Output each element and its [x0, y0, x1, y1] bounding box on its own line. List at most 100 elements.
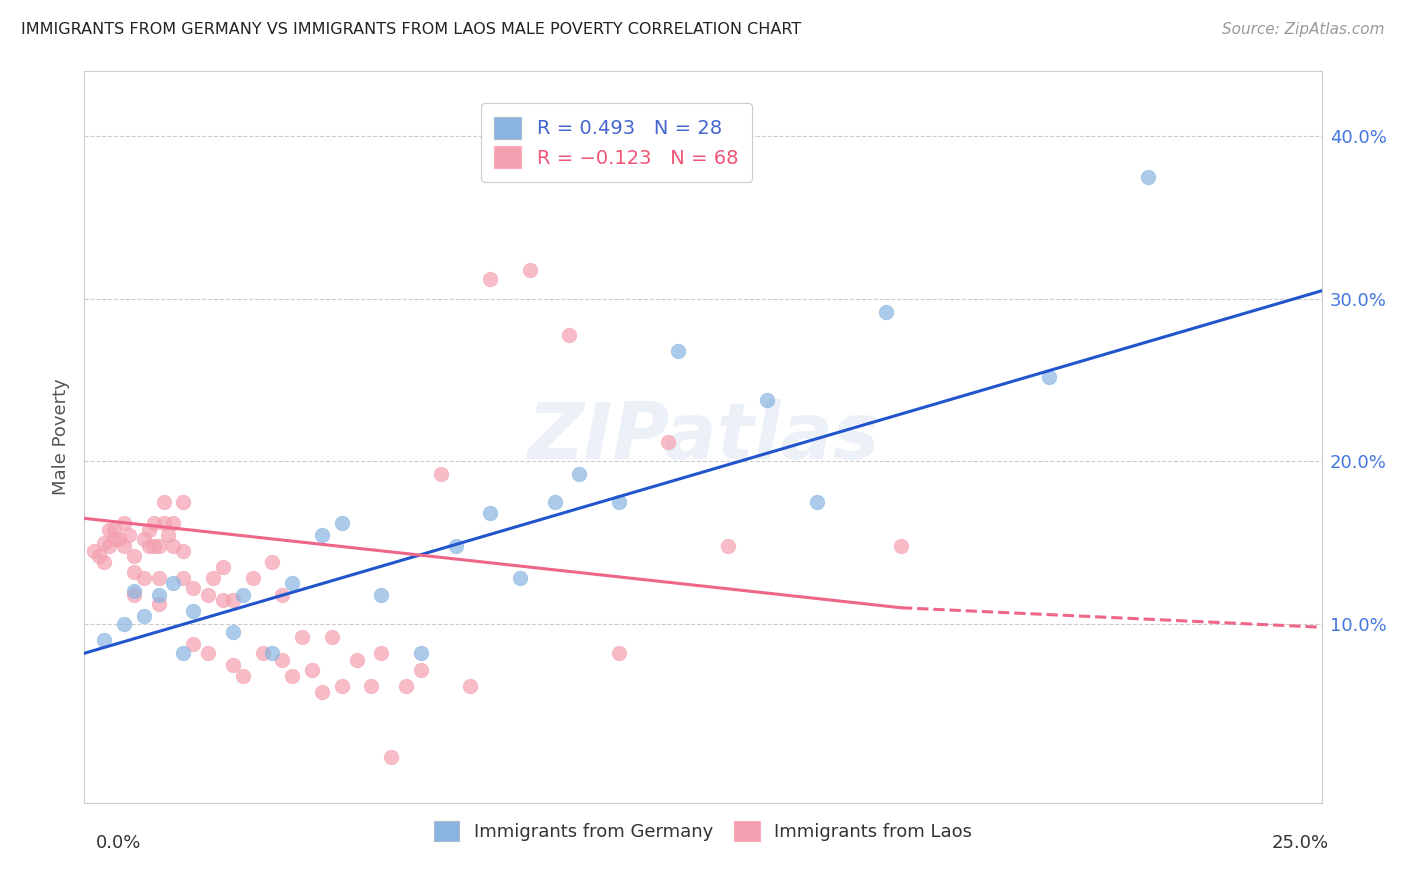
Point — [172, 495, 194, 509]
Point — [271, 588, 294, 602]
Point — [875, 305, 897, 319]
Point — [148, 539, 170, 553]
Point — [222, 625, 245, 640]
Point — [271, 653, 294, 667]
Point — [132, 572, 155, 586]
Point — [666, 343, 689, 358]
Point — [262, 646, 284, 660]
Point — [717, 539, 740, 553]
Point — [657, 434, 679, 449]
Point — [197, 646, 219, 660]
Point — [112, 617, 135, 632]
Point — [122, 588, 145, 602]
Point — [242, 572, 264, 586]
Point — [138, 539, 160, 553]
Point — [132, 608, 155, 623]
Point — [197, 588, 219, 602]
Point — [112, 516, 135, 531]
Point — [330, 516, 353, 531]
Point — [321, 630, 343, 644]
Point — [148, 572, 170, 586]
Point — [148, 598, 170, 612]
Point — [98, 523, 121, 537]
Y-axis label: Male Poverty: Male Poverty — [52, 379, 70, 495]
Point — [181, 636, 204, 650]
Point — [558, 327, 581, 342]
Point — [222, 592, 245, 607]
Point — [112, 539, 135, 553]
Point — [607, 495, 630, 509]
Point — [138, 523, 160, 537]
Point — [281, 669, 304, 683]
Point — [519, 262, 541, 277]
Point — [93, 535, 115, 549]
Point — [83, 544, 105, 558]
Point — [330, 679, 353, 693]
Point — [89, 549, 111, 563]
Point — [301, 663, 323, 677]
Point — [1137, 169, 1160, 184]
Point — [509, 572, 531, 586]
Point — [93, 633, 115, 648]
Text: 25.0%: 25.0% — [1271, 834, 1329, 852]
Point — [152, 516, 174, 531]
Point — [395, 679, 418, 693]
Point — [118, 527, 141, 541]
Point — [142, 539, 165, 553]
Point — [291, 630, 314, 644]
Point — [444, 539, 467, 553]
Point — [162, 539, 184, 553]
Point — [370, 646, 392, 660]
Point — [202, 572, 225, 586]
Point — [380, 750, 402, 764]
Point — [172, 572, 194, 586]
Point — [98, 539, 121, 553]
Point — [157, 527, 180, 541]
Point — [103, 533, 125, 547]
Point — [479, 507, 502, 521]
Point — [122, 565, 145, 579]
Point — [607, 646, 630, 660]
Point — [252, 646, 274, 660]
Text: ZIPatlas: ZIPatlas — [527, 399, 879, 475]
Point — [212, 592, 235, 607]
Point — [132, 533, 155, 547]
Point — [108, 533, 131, 547]
Point — [162, 516, 184, 531]
Legend: Immigrants from Germany, Immigrants from Laos: Immigrants from Germany, Immigrants from… — [426, 814, 980, 848]
Point — [122, 549, 145, 563]
Point — [346, 653, 368, 667]
Point — [311, 685, 333, 699]
Text: 0.0%: 0.0% — [96, 834, 141, 852]
Point — [122, 584, 145, 599]
Point — [568, 467, 591, 482]
Point — [172, 646, 194, 660]
Point — [103, 523, 125, 537]
Point — [311, 527, 333, 541]
Point — [232, 669, 254, 683]
Point — [148, 588, 170, 602]
Text: Source: ZipAtlas.com: Source: ZipAtlas.com — [1222, 22, 1385, 37]
Point — [181, 581, 204, 595]
Point — [212, 560, 235, 574]
Point — [370, 588, 392, 602]
Point — [543, 495, 565, 509]
Point — [222, 657, 245, 672]
Point — [232, 588, 254, 602]
Point — [460, 679, 482, 693]
Point — [162, 576, 184, 591]
Point — [172, 544, 194, 558]
Point — [756, 392, 779, 407]
Point — [806, 495, 828, 509]
Point — [429, 467, 451, 482]
Text: IMMIGRANTS FROM GERMANY VS IMMIGRANTS FROM LAOS MALE POVERTY CORRELATION CHART: IMMIGRANTS FROM GERMANY VS IMMIGRANTS FR… — [21, 22, 801, 37]
Point — [409, 663, 432, 677]
Point — [142, 516, 165, 531]
Point — [890, 539, 912, 553]
Point — [152, 495, 174, 509]
Point — [93, 555, 115, 569]
Point — [1038, 370, 1060, 384]
Point — [409, 646, 432, 660]
Point — [262, 555, 284, 569]
Point — [479, 272, 502, 286]
